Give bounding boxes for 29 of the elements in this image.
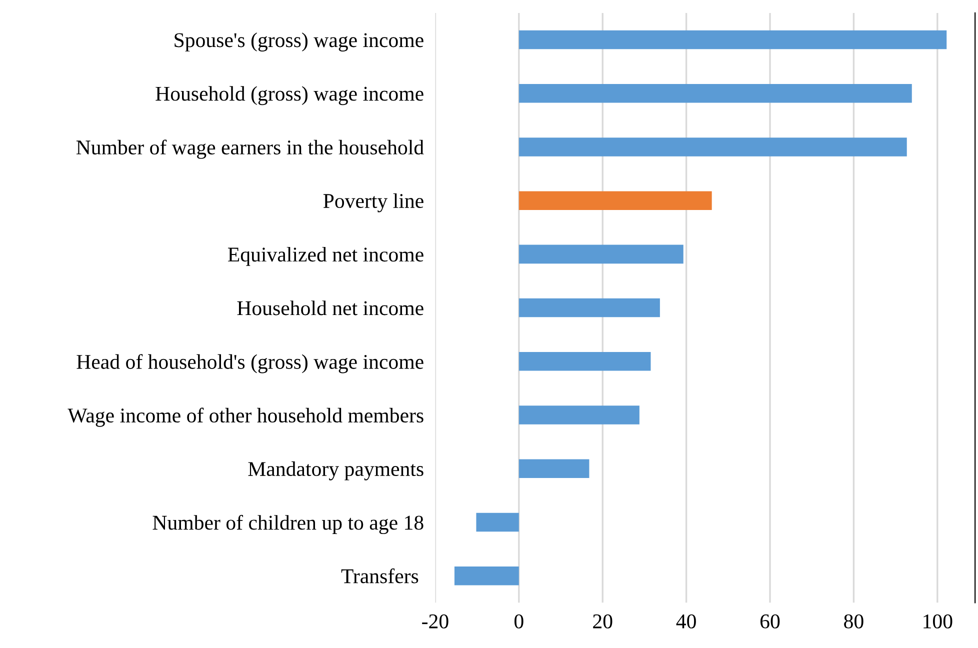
y-tick-label: Number of children up to age 18 bbox=[152, 514, 424, 534]
y-tick-label: Household (gross) wage income bbox=[156, 86, 424, 106]
y-tick-label: Spouse's (gross) wage income bbox=[174, 32, 424, 52]
y-tick-label: Poverty line bbox=[323, 193, 424, 212]
bar bbox=[518, 459, 590, 478]
bar bbox=[518, 298, 660, 318]
y-tick-label: Head of household's (gross) wage income bbox=[76, 354, 424, 374]
y-tick-label: Mandatory payments bbox=[248, 461, 424, 480]
y-tick-label: Transfers bbox=[341, 568, 418, 584]
y-tick-label: Equivalized net income bbox=[228, 246, 424, 266]
bar bbox=[518, 30, 947, 50]
bar bbox=[518, 406, 640, 424]
x-tick-label: -20 bbox=[422, 614, 448, 628]
x-tick-label: 80 bbox=[844, 614, 864, 628]
bar bbox=[518, 191, 712, 210]
y-tick-label: Number of wage earners in the household bbox=[76, 140, 424, 159]
bar bbox=[518, 84, 912, 103]
x-tick-label: 100 bbox=[924, 614, 952, 628]
bar bbox=[518, 244, 684, 264]
bar bbox=[454, 566, 519, 586]
x-tick-label: 40 bbox=[676, 614, 696, 628]
y-tick-label: Wage income of other household members bbox=[68, 408, 424, 427]
bar bbox=[476, 512, 519, 532]
x-tick-label: 0 bbox=[514, 614, 524, 628]
x-tick-label: 60 bbox=[760, 614, 780, 628]
bar bbox=[518, 352, 651, 371]
bar bbox=[518, 138, 907, 156]
y-tick-label: Household net income bbox=[237, 300, 424, 316]
x-tick-label: 20 bbox=[593, 614, 612, 628]
